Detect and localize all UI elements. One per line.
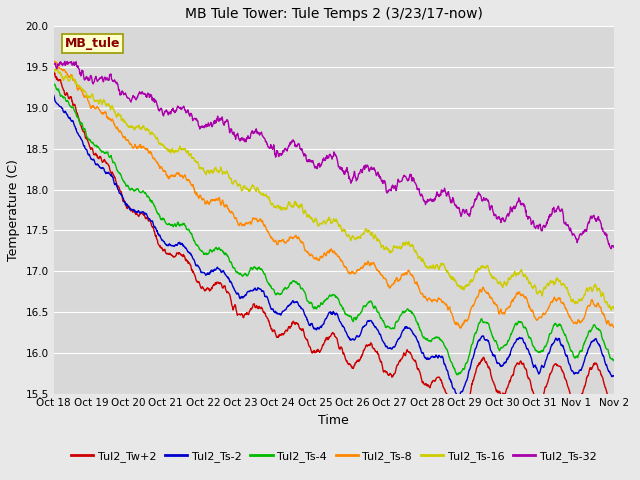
Tul2_Ts-4: [300, 287, 307, 293]
Tul2_Ts-2: [610, 373, 618, 379]
Tul2_Tw+2: [299, 326, 307, 332]
Tul2_Ts-8: [287, 235, 295, 241]
Line: Tul2_Ts-2: Tul2_Ts-2: [54, 95, 614, 396]
Tul2_Ts-4: [116, 171, 124, 177]
Legend: Tul2_Tw+2, Tul2_Ts-2, Tul2_Ts-4, Tul2_Ts-8, Tul2_Ts-16, Tul2_Ts-32: Tul2_Tw+2, Tul2_Ts-2, Tul2_Ts-4, Tul2_Ts…: [67, 447, 601, 467]
Tul2_Ts-32: [610, 244, 618, 250]
Tul2_Ts-32: [50, 61, 58, 67]
Tul2_Tw+2: [93, 152, 101, 158]
Tul2_Ts-4: [369, 303, 376, 309]
Tul2_Ts-32: [300, 151, 307, 156]
Tul2_Ts-2: [455, 394, 463, 399]
Tul2_Ts-32: [310, 160, 317, 166]
Tul2_Ts-16: [607, 307, 615, 313]
Tul2_Ts-2: [93, 161, 101, 167]
Tul2_Ts-4: [310, 304, 317, 310]
Tul2_Tw+2: [116, 187, 124, 192]
Tul2_Ts-2: [116, 191, 124, 196]
Tul2_Tw+2: [454, 423, 462, 429]
Tul2_Ts-4: [288, 280, 296, 286]
Title: MB Tule Tower: Tule Temps 2 (3/23/17-now): MB Tule Tower: Tule Temps 2 (3/23/17-now…: [185, 7, 483, 21]
Tul2_Ts-16: [369, 233, 376, 239]
Tul2_Ts-4: [453, 372, 461, 378]
Tul2_Ts-32: [369, 165, 376, 171]
Tul2_Ts-16: [116, 113, 124, 119]
Tul2_Ts-16: [93, 97, 101, 103]
Tul2_Ts-8: [309, 254, 317, 260]
Tul2_Ts-8: [116, 129, 124, 135]
Tul2_Ts-8: [369, 260, 376, 266]
Line: Tul2_Ts-4: Tul2_Ts-4: [54, 84, 614, 375]
Tul2_Ts-8: [50, 58, 58, 64]
Tul2_Ts-16: [610, 306, 618, 312]
Line: Tul2_Tw+2: Tul2_Tw+2: [54, 71, 614, 426]
Tul2_Ts-32: [288, 138, 296, 144]
Tul2_Ts-32: [93, 79, 101, 84]
Tul2_Ts-2: [50, 92, 58, 98]
Tul2_Tw+2: [50, 68, 58, 74]
Text: MB_tule: MB_tule: [65, 37, 120, 50]
Line: Tul2_Ts-8: Tul2_Ts-8: [54, 61, 614, 328]
X-axis label: Time: Time: [318, 414, 349, 427]
Tul2_Ts-16: [300, 210, 307, 216]
Tul2_Ts-8: [299, 240, 307, 245]
Line: Tul2_Ts-16: Tul2_Ts-16: [54, 69, 614, 310]
Tul2_Ts-16: [310, 219, 317, 225]
Tul2_Ts-2: [299, 306, 307, 312]
Tul2_Ts-4: [51, 82, 58, 87]
Y-axis label: Temperature (C): Temperature (C): [7, 159, 20, 261]
Tul2_Tw+2: [369, 345, 376, 350]
Tul2_Ts-2: [309, 324, 317, 330]
Tul2_Ts-2: [369, 320, 376, 326]
Tul2_Ts-4: [93, 144, 101, 150]
Tul2_Ts-32: [116, 92, 124, 98]
Tul2_Ts-32: [61, 59, 68, 64]
Tul2_Ts-4: [610, 357, 618, 363]
Tul2_Ts-16: [288, 203, 296, 209]
Tul2_Ts-32: [607, 246, 615, 252]
Tul2_Ts-4: [50, 82, 58, 87]
Tul2_Tw+2: [309, 348, 317, 354]
Tul2_Ts-8: [93, 104, 101, 109]
Tul2_Ts-16: [50, 69, 58, 74]
Tul2_Tw+2: [610, 401, 618, 407]
Line: Tul2_Ts-32: Tul2_Ts-32: [54, 61, 614, 249]
Tul2_Ts-8: [610, 324, 618, 330]
Tul2_Ts-8: [456, 325, 464, 331]
Tul2_Ts-2: [287, 300, 295, 306]
Tul2_Ts-16: [51, 66, 59, 72]
Tul2_Tw+2: [287, 324, 295, 329]
